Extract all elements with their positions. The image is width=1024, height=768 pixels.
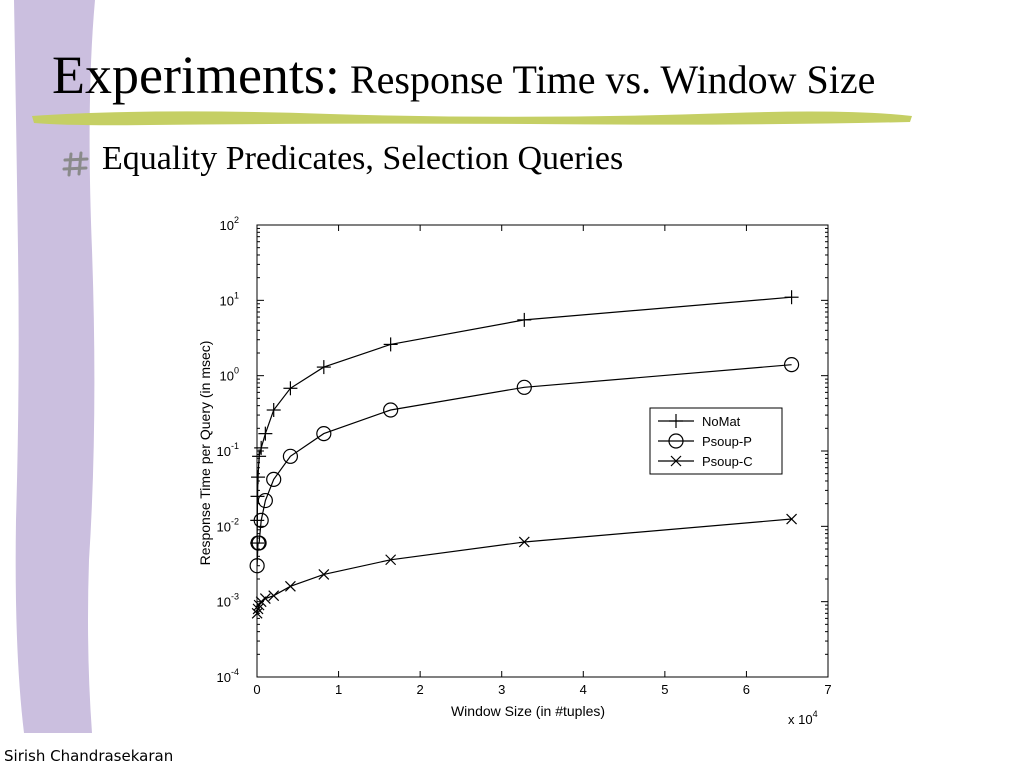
x-tick-label: 1 <box>335 682 342 697</box>
series-line-psoup-p <box>256 364 792 566</box>
data-point-psoup-p <box>251 535 267 551</box>
x-tick-label: 7 <box>824 682 831 697</box>
series-nomat <box>250 290 799 551</box>
data-point-psoup-p <box>316 426 332 442</box>
x-scale-label: x 104 <box>788 709 818 727</box>
legend-label-nomat: NoMat <box>702 414 741 429</box>
x-tick-label: 4 <box>580 682 587 697</box>
author-footer: Sirish Chandrasekaran <box>4 747 174 765</box>
x-axis-label: Window Size (in #tuples) <box>451 703 605 719</box>
x-tick-label: 0 <box>253 682 260 697</box>
data-point-psoup-c <box>268 590 280 602</box>
data-point-psoup-p <box>266 471 282 487</box>
legend-marker-psoup-c <box>670 455 682 467</box>
data-point-psoup-c <box>252 603 264 615</box>
series-psoup-p <box>249 357 800 574</box>
chart-legend: NoMat Psoup-P Psoup-C <box>649 407 783 475</box>
data-point-psoup-c <box>259 593 271 604</box>
y-tick-label: 10-4 <box>217 667 239 685</box>
data-point-psoup-c <box>284 580 296 592</box>
y-tick-label: 10-1 <box>217 441 239 459</box>
y-tick-label: 100 <box>220 366 239 384</box>
series-psoup-c <box>251 513 798 619</box>
page-title: Experiments: Response Time vs. Window Si… <box>52 44 875 106</box>
series-line-psoup-c <box>256 518 792 614</box>
data-point-psoup-p <box>383 402 399 418</box>
title-subtitle: Response Time vs. Window Size <box>339 57 876 102</box>
y-tick-label: 10-2 <box>217 516 239 534</box>
chart-series <box>249 290 800 619</box>
data-point-psoup-c <box>518 536 530 548</box>
data-point-psoup-c <box>385 554 397 566</box>
x-tick-label: 5 <box>661 682 668 697</box>
data-point-psoup-p <box>253 512 269 528</box>
data-point-psoup-c <box>251 607 263 619</box>
y-axis-label: Response Time per Query (in msec) <box>197 341 213 566</box>
y-tick-label: 102 <box>220 215 239 233</box>
chart-axes: 0 1 2 3 4 5 6 7 10-4 10-3 10-2 10-1 100 101 102 <box>217 215 832 697</box>
legend-box <box>649 407 783 475</box>
bullet-text: Equality Predicates, Selection Queries <box>102 140 624 177</box>
title-underline <box>32 111 912 126</box>
data-point-psoup-p <box>282 448 299 464</box>
y-tick-label: 10-3 <box>217 592 239 610</box>
data-point-psoup-c <box>786 513 798 525</box>
data-point-psoup-c <box>318 568 330 580</box>
x-tick-label: 2 <box>417 682 424 697</box>
x-tick-label: 6 <box>743 682 750 697</box>
data-point-psoup-p <box>783 357 800 373</box>
legend-label-psoup-p: Psoup-P <box>702 434 752 449</box>
response-time-chart: 0 1 2 3 4 5 6 7 10-4 10-3 10-2 10-1 100 101 102 NoMat P… <box>197 215 832 727</box>
legend-label-psoup-c: Psoup-C <box>702 454 753 469</box>
decorative-side-bar <box>14 0 95 733</box>
legend-marker-psoup-p <box>668 433 684 449</box>
data-point-psoup-p <box>516 379 532 395</box>
title-main: Experiments: <box>52 45 340 105</box>
data-point-psoup-p <box>257 492 273 509</box>
y-tick-label: 101 <box>220 290 239 308</box>
hash-bullet-icon <box>62 151 89 177</box>
x-tick-label: 3 <box>498 682 505 697</box>
data-point-psoup-p <box>249 558 265 574</box>
